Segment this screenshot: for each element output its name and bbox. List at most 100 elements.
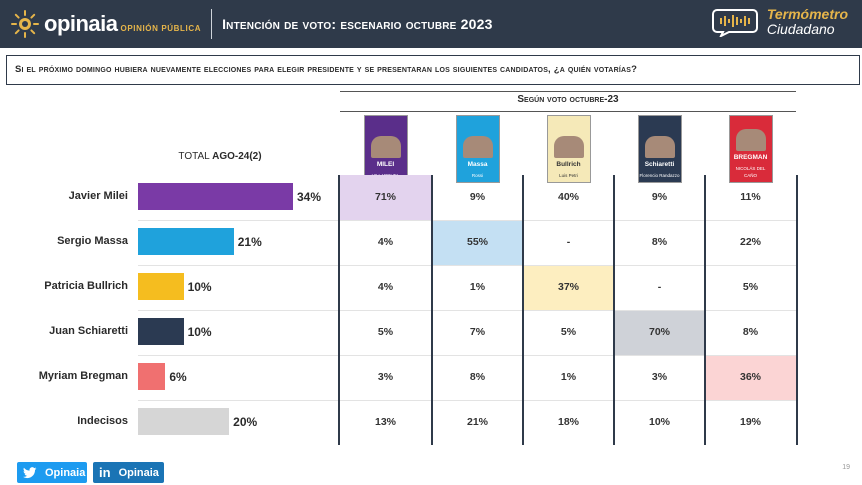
group-label-voto-octubre: Según voto octubre-23 — [517, 94, 619, 105]
matrix-cell: 8% — [742, 326, 759, 338]
matrix-cell: 5% — [742, 281, 759, 293]
highlight-cell — [614, 310, 705, 355]
total-bar — [138, 228, 234, 255]
brand-name: opinaia — [44, 11, 118, 36]
total-bar — [138, 408, 230, 435]
highlight-cell — [340, 175, 431, 220]
candidate-poster: MILEIVILLARRUEL — [363, 115, 408, 183]
total-bar — [138, 183, 293, 210]
badge-line-2: Ciudadano — [766, 21, 835, 37]
total-percent: 10% — [187, 325, 212, 339]
matrix-cell: - — [657, 281, 662, 293]
total-column-label: TOTAL AGO-24(2) — [140, 151, 300, 162]
linkedin-button[interactable]: in Opinaia — [93, 462, 164, 483]
matrix-cell: 22% — [739, 236, 761, 248]
candidate-name: Patricia Bullrich — [44, 280, 128, 292]
page-number: 19 — [842, 464, 850, 471]
twitter-bird-icon — [23, 466, 37, 480]
matrix-cell: 7% — [469, 326, 486, 338]
candidate-name: Juan Schiaretti — [49, 325, 128, 337]
highlight-cell — [523, 265, 614, 310]
matrix-cell: 40% — [557, 191, 579, 203]
brand-subtitle: OPINIÓN PÚBLICA — [120, 24, 202, 33]
matrix-cell: 4% — [377, 281, 394, 293]
candidate-poster: BREGMAN NICOLÁS DEL CAÑO — [728, 115, 773, 183]
matrix-cell: 1% — [560, 371, 577, 383]
matrix-cell: 10% — [648, 416, 670, 428]
poster-name: Massa — [467, 161, 488, 168]
matrix-cell: 4% — [377, 236, 394, 248]
sun-logo-icon — [11, 10, 39, 38]
candidate-name: Myriam Bregman — [38, 370, 128, 382]
group-bottom-rule — [340, 111, 796, 112]
linkedin-in-icon: in — [99, 465, 111, 480]
candidate-name: Indecisos — [77, 415, 128, 427]
matrix-cell: 37% — [557, 281, 579, 293]
matrix-cell: - — [566, 236, 571, 248]
header-bar: opinaia OPINIÓN PÚBLICA Intención de vot… — [0, 0, 862, 48]
total-percent: 10% — [187, 280, 212, 294]
candidate-photo — [462, 136, 493, 158]
twitter-handle: Opinaia — [45, 466, 86, 479]
matrix-cell: 70% — [648, 326, 670, 338]
matrix-cell: 11% — [740, 191, 761, 203]
matrix-cell: 36% — [739, 371, 761, 383]
candidate-poster: Schiaretti Florencio Randazzo — [637, 115, 682, 183]
total-label-period: AGO-24(2) — [212, 151, 262, 162]
candidate-poster: Massa Rossi — [455, 115, 500, 183]
slide-title: Intención de voto: escenario octubre 202… — [222, 16, 493, 32]
poster-name: MILEI — [376, 161, 395, 168]
opinaia-logo: opinaia OPINIÓN PÚBLICA — [10, 9, 201, 39]
matrix-cell: 13% — [374, 416, 396, 428]
poster-subtitle: Luis Petri — [559, 173, 578, 178]
twitter-button[interactable]: Opinaia — [17, 462, 87, 483]
total-bar — [138, 318, 184, 345]
badge-line-1: Termómetro — [766, 6, 848, 22]
matrix-cell: 3% — [377, 371, 394, 383]
total-percent: 6% — [169, 370, 187, 384]
column-divider — [613, 175, 615, 445]
matrix-cell: 5% — [377, 326, 394, 338]
highlight-cell — [432, 220, 523, 265]
total-percent: 34% — [297, 190, 322, 204]
total-bar — [138, 363, 166, 390]
column-divider — [431, 175, 433, 445]
header-divider — [211, 9, 213, 39]
candidate-photo — [370, 136, 401, 158]
matrix-cell: 9% — [651, 191, 668, 203]
poster-subtitle: NICOLÁS DEL CAÑO — [735, 166, 766, 178]
total-percent: 20% — [233, 415, 258, 429]
matrix-cell: 3% — [651, 371, 668, 383]
linkedin-handle: Opinaia — [118, 466, 159, 479]
total-percent: 21% — [237, 235, 262, 249]
survey-question: Si el próximo domingo hubiera nuevamente… — [6, 55, 860, 85]
candidate-photo — [553, 136, 584, 158]
termometro-badge: Termómetro Ciudadano — [711, 7, 848, 37]
row-separator — [138, 400, 798, 401]
row-separator — [138, 220, 798, 221]
poster-subtitle: Florencio Randazzo — [639, 173, 680, 178]
column-divider — [704, 175, 706, 445]
highlight-cell — [705, 355, 796, 400]
row-separator — [138, 265, 798, 266]
matrix-cell: 5% — [560, 326, 577, 338]
total-label-prefix: TOTAL — [178, 151, 213, 162]
matrix-cell: 9% — [469, 191, 486, 203]
matrix-cell: 55% — [466, 236, 488, 248]
column-divider — [796, 175, 798, 445]
total-bar — [138, 273, 184, 300]
group-top-rule — [340, 91, 796, 92]
matrix-cell: 18% — [557, 416, 579, 428]
row-separator — [138, 310, 798, 311]
matrix-cell: 21% — [466, 416, 488, 428]
matrix-cell: 71% — [374, 191, 396, 203]
poster-name: Bullrich — [556, 161, 581, 168]
matrix-cell: 8% — [469, 371, 486, 383]
candidate-name: Sergio Massa — [57, 235, 128, 247]
poster-name: BREGMAN — [733, 154, 768, 161]
row-separator — [138, 355, 798, 356]
matrix-cell: 1% — [469, 281, 486, 293]
candidate-photo — [735, 129, 766, 151]
candidate-poster: Bullrich Luis Petri — [546, 115, 591, 183]
poster-subtitle: Rossi — [471, 173, 484, 178]
